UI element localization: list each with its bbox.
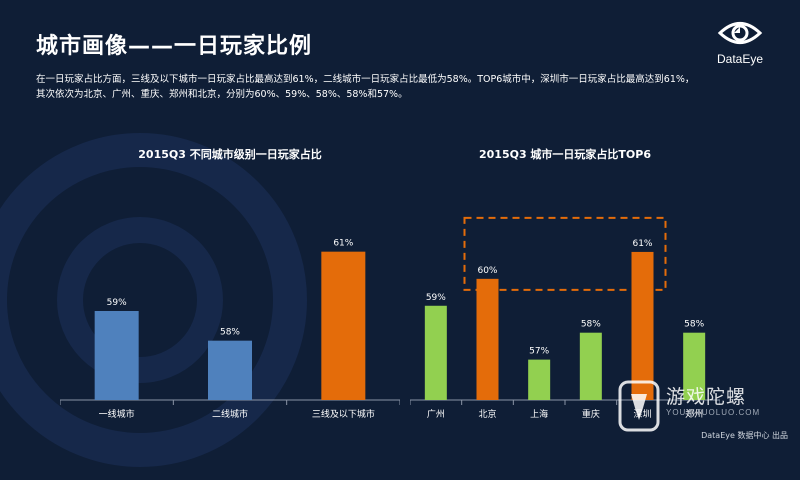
chart2-bar-2 <box>476 278 499 400</box>
chart2-highlight-box <box>463 216 667 291</box>
chart2-bar-1 <box>424 305 447 400</box>
watermark-cn: 游戏陀螺 <box>666 386 747 408</box>
chart-city-tier: 59% 一线城市 58% 二线城市 61% 三线及以下城市 <box>60 239 400 420</box>
chart1-title: 2015Q3 不同城市级别一日玩家占比 <box>138 148 322 161</box>
chart2-bar-4 <box>579 332 602 400</box>
chart2-value-label-1: 59% <box>426 293 446 303</box>
spinning-top-icon <box>618 380 660 432</box>
chart1-category-label-2: 二线城市 <box>212 408 248 420</box>
description-line-1: 在一日玩家占比方面，三线及以下城市一日玩家占比最高达到61%，二线城市一日玩家占… <box>36 74 695 85</box>
chart2-bar-3 <box>528 359 551 400</box>
watermark-en: YOUXITUOLUO.COM <box>666 408 761 417</box>
chart2-bar-6 <box>683 332 706 400</box>
chart2-category-label-6: 郑州 <box>685 408 703 420</box>
chart-top6-cities: 59% 广州 60% 北京 57% 上海 58% 重庆 61% 深圳 58% 郑州 <box>410 216 720 420</box>
chart2-value-label-2: 60% <box>477 266 497 276</box>
page-description: 在一日玩家占比方面，三线及以下城市一日玩家占比最高达到61%，二线城市一日玩家占… <box>36 72 736 102</box>
chart2-value-label-5: 61% <box>632 239 652 249</box>
description-line-2: 其次依次为北京、广州、重庆、郑州和北京，分别为60%、59%、58%、58%和5… <box>36 89 408 100</box>
chart2-value-label-6: 58% <box>684 320 704 330</box>
chart2-category-label-4: 重庆 <box>582 408 600 420</box>
chart1-bar-3 <box>321 251 366 400</box>
footer-credit: DataEye 数据中心 出品 <box>701 431 788 440</box>
youxituoluo-watermark: 游戏陀螺 YOUXITUOLUO.COM <box>616 378 791 436</box>
dataeye-logo: DataEye <box>700 18 780 66</box>
chart1-category-label-3: 三线及以下城市 <box>312 408 375 420</box>
chart1-value-label-1: 59% <box>107 298 127 308</box>
chart1-bar-1 <box>94 311 139 400</box>
chart2-title: 2015Q3 城市一日玩家占比TOP6 <box>478 148 652 161</box>
chart2-category-label-5: 深圳 <box>633 409 651 420</box>
chart1-category-label-1: 一线城市 <box>99 408 135 420</box>
chart2-category-label-1: 广州 <box>427 408 445 420</box>
chart2-category-label-3: 上海 <box>530 408 548 420</box>
chart2-category-label-2: 北京 <box>478 408 496 420</box>
logo-text: DataEye <box>716 52 764 66</box>
chart2-value-label-3: 57% <box>529 347 549 357</box>
chart1-value-label-2: 58% <box>220 328 240 338</box>
chart1-value-label-3: 61% <box>333 239 353 249</box>
chart2-value-label-4: 58% <box>581 320 601 330</box>
page-title: 城市画像——一日玩家比例 <box>36 34 313 59</box>
chart1-bar-2 <box>208 340 252 400</box>
eye-logo-icon <box>717 22 763 44</box>
